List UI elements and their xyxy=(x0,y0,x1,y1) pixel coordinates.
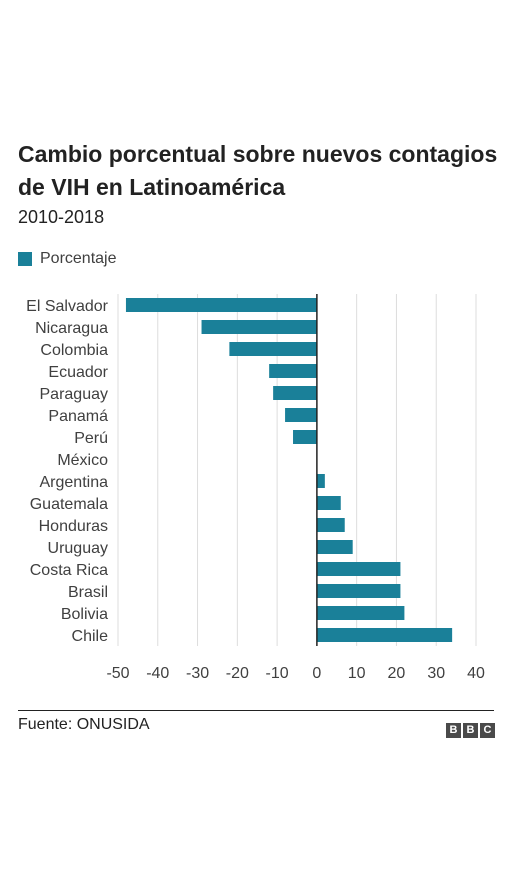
bar xyxy=(273,386,317,400)
category-label: Perú xyxy=(74,430,108,447)
bar xyxy=(316,518,345,532)
bar xyxy=(316,474,325,488)
logo-letter: B xyxy=(446,723,461,738)
logo-letter: C xyxy=(480,723,495,738)
x-tick-label: -20 xyxy=(226,665,249,682)
category-label: Chile xyxy=(72,628,109,645)
category-label: Argentina xyxy=(40,474,109,491)
bbc-logo: B B C xyxy=(446,723,495,738)
x-tick-label: 30 xyxy=(427,665,445,682)
logo-letter: B xyxy=(463,723,478,738)
category-label: Uruguay xyxy=(48,540,108,557)
bar-chart: El Salvador Nicaragua Colombia Ecuador Parag… xyxy=(26,294,485,682)
category-label: Colombia xyxy=(40,342,108,359)
x-tick-label: -10 xyxy=(266,665,289,682)
category-label: México xyxy=(57,452,108,469)
bar xyxy=(316,606,405,620)
bar xyxy=(316,584,401,598)
category-label: Panamá xyxy=(48,408,108,425)
bar xyxy=(125,298,317,312)
category-label: Costa Rica xyxy=(30,562,108,579)
footer-divider xyxy=(18,710,494,711)
category-label: Honduras xyxy=(39,518,108,535)
legend-swatch xyxy=(18,252,32,266)
bar xyxy=(269,364,317,378)
category-label: Paraguay xyxy=(40,386,109,403)
bar xyxy=(316,496,341,510)
chart-title: Cambio porcentual sobre nuevos contagios… xyxy=(18,141,498,200)
x-tick-label: -30 xyxy=(186,665,209,682)
category-label: El Salvador xyxy=(26,298,108,315)
category-label: Ecuador xyxy=(48,364,108,381)
x-tick-label: 40 xyxy=(467,665,485,682)
bar xyxy=(285,408,317,422)
category-label: Nicaragua xyxy=(35,320,108,337)
bar xyxy=(229,342,317,356)
x-tick-label: 20 xyxy=(388,665,406,682)
x-tick-label: -40 xyxy=(146,665,169,682)
source-note: Fuente: ONUSIDA xyxy=(18,716,150,733)
bar xyxy=(316,540,353,554)
category-label: Bolivia xyxy=(61,606,108,623)
x-tick-label: -50 xyxy=(106,665,129,682)
x-tick-label: 0 xyxy=(312,665,321,682)
category-label: Guatemala xyxy=(30,496,108,513)
bar xyxy=(316,562,401,576)
bar xyxy=(293,430,317,444)
legend: Porcentaje xyxy=(18,250,117,268)
legend-label: Porcentaje xyxy=(40,250,117,267)
category-label: Brasil xyxy=(68,584,108,601)
x-tick-label: 10 xyxy=(348,665,366,682)
bar xyxy=(316,628,453,642)
bar xyxy=(201,320,317,334)
chart-subtitle: 2010-2018 xyxy=(18,207,105,227)
